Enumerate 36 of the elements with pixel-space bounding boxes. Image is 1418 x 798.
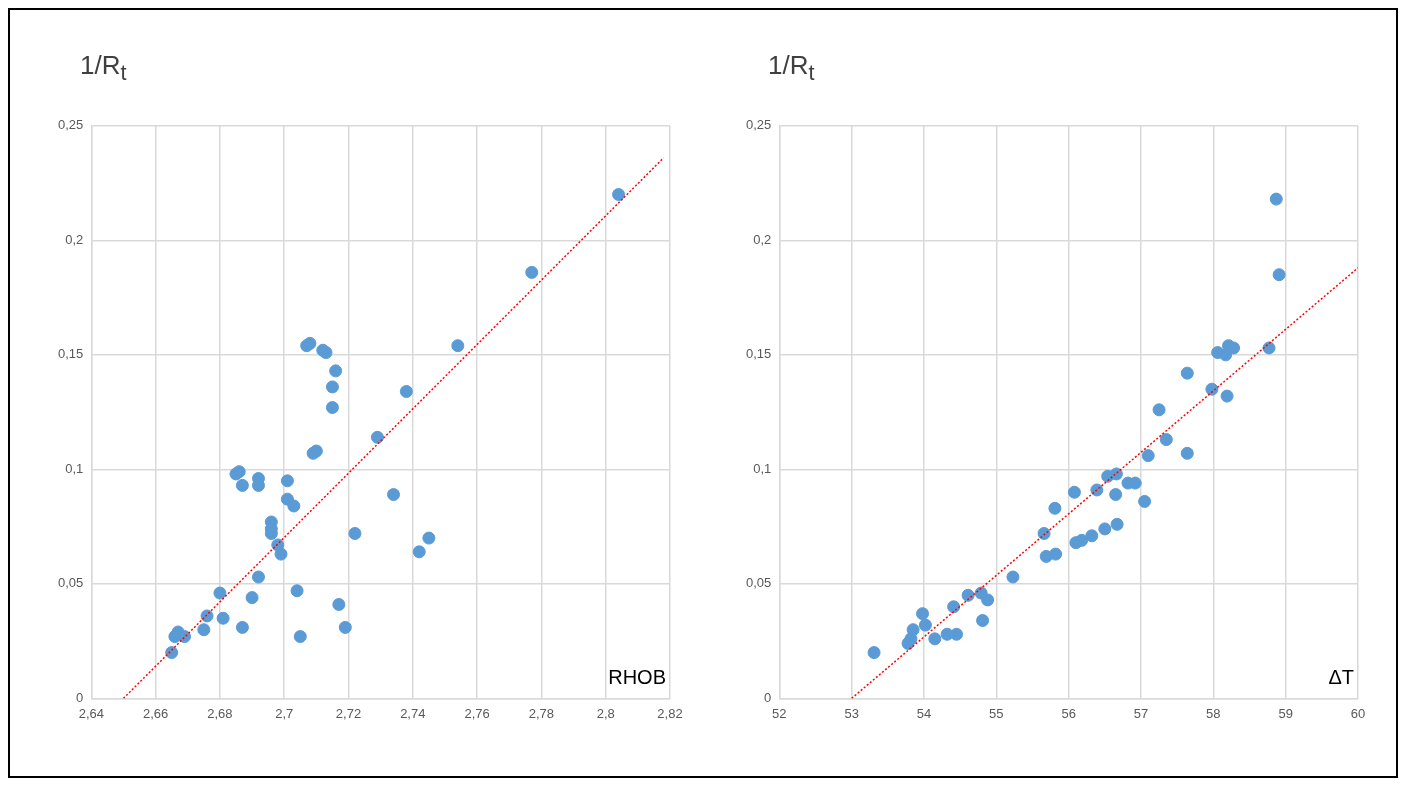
x-tick-label: 52 — [772, 705, 787, 721]
y-tick-label: 0,15 — [57, 346, 84, 362]
x-tick-label: 2,76 — [464, 705, 490, 721]
y-tick-label: 0,25 — [745, 117, 772, 133]
y-tick-label: 0,2 — [753, 231, 772, 247]
y-axis-title: 1/R$_{t}$ — [80, 50, 127, 87]
x-tick-label: 55 — [989, 705, 1004, 721]
x-axis-title: RHOB — [608, 665, 666, 688]
y-tick-label: 0,1 — [65, 460, 84, 476]
y-tick-label: 0,15 — [745, 346, 772, 362]
x-axis-title: ΔT — [1328, 665, 1354, 688]
x-tick-label: 57 — [1133, 705, 1149, 721]
x-tick-label: 60 — [1350, 705, 1366, 721]
y-tick-label: 0,1 — [753, 460, 772, 476]
x-tick-label: 2,7 — [275, 705, 294, 721]
x-tick-label: 2,82 — [657, 705, 683, 721]
x-tick-label: 2,74 — [400, 705, 426, 721]
x-tick-label: 2,78 — [528, 705, 555, 721]
y-tick-label: 0,2 — [65, 231, 84, 247]
y-tick-label: 0 — [76, 689, 84, 705]
y-tick-label: 0,05 — [745, 575, 772, 591]
y-tick-label: 0 — [764, 689, 772, 705]
x-tick-label: 54 — [916, 705, 932, 721]
x-tick-label: 53 — [844, 705, 859, 721]
y-axis-title: 1/R$_{t}$ — [768, 50, 815, 87]
y-tick-label: 0,25 — [57, 117, 84, 133]
x-tick-label: 2,66 — [142, 705, 169, 721]
y-tick-label: 0,05 — [57, 575, 84, 591]
x-tick-label: 2,72 — [335, 705, 362, 721]
x-tick-label: 58 — [1206, 705, 1221, 721]
x-tick-label: 2,64 — [78, 705, 104, 721]
x-tick-label: 2,68 — [207, 705, 233, 721]
x-tick-label: 56 — [1061, 705, 1076, 721]
frame: 1/R$_{t}$ 2,64 2,66 2,68 2,7 2,72 2,74 2,76 2,78 2,8 2,82 0 0,05 0,1 0,15 0,2 0,25 RHOB 1/R$_{t}$ 52 53 54 55 56 57 58 59 60 0 0,05 0,1 0,15 0,2 0,25 ΔT — [8, 8, 1398, 778]
x-tick-label: 2,8 — [596, 705, 615, 721]
x-tick-label: 59 — [1278, 705, 1293, 721]
